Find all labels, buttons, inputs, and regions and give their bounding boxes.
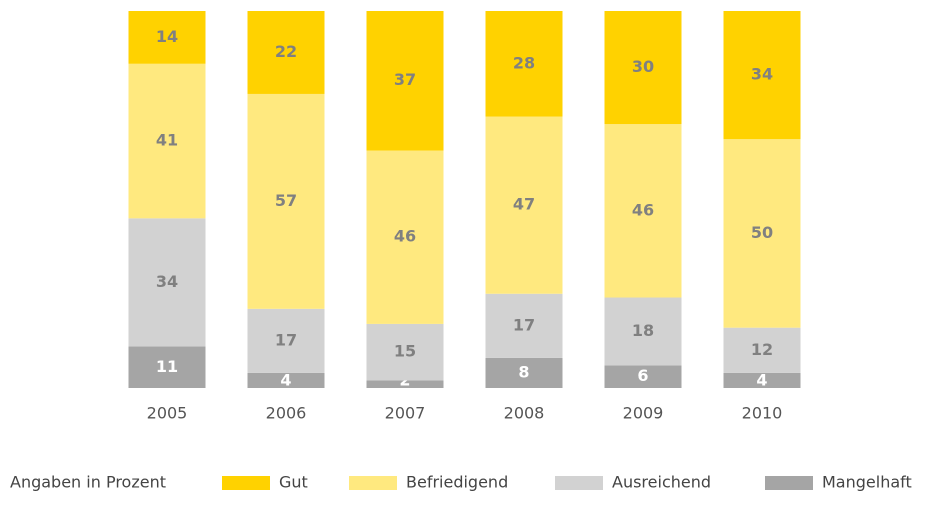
bar-segment <box>485 116 563 294</box>
value-label: 4 <box>756 371 767 390</box>
x-tick-label: 2010 <box>742 404 783 423</box>
value-label: 15 <box>394 342 416 361</box>
legend-swatch <box>765 476 813 490</box>
bar-segment <box>723 11 801 140</box>
value-label: 6 <box>637 366 648 385</box>
legend-label: Gut <box>279 473 308 492</box>
legend-label: Befriedigend <box>406 473 508 492</box>
value-label: 12 <box>751 340 773 359</box>
value-label: 30 <box>632 57 654 76</box>
value-label: 47 <box>513 195 535 214</box>
value-label: 46 <box>394 227 416 246</box>
bar-segment <box>128 218 206 347</box>
value-label: 18 <box>632 321 654 340</box>
value-label: 11 <box>156 357 178 376</box>
bar-segment <box>723 372 801 388</box>
value-label: 34 <box>156 272 178 291</box>
legend-label: Ausreichend <box>612 473 711 492</box>
bar-segment <box>128 63 206 219</box>
value-label: 4 <box>280 371 291 390</box>
value-label: 46 <box>632 200 654 219</box>
value-label: 37 <box>394 70 416 89</box>
legend-swatch <box>555 476 603 490</box>
value-label: 41 <box>156 131 178 150</box>
bar-segment <box>366 150 444 324</box>
bar-segment <box>128 346 206 388</box>
bar-segment <box>485 357 563 388</box>
bar-segment <box>485 293 563 358</box>
value-label: 17 <box>275 330 297 349</box>
bar-segment <box>604 124 682 298</box>
bar-segment <box>128 11 206 64</box>
value-label: 34 <box>751 65 773 84</box>
legend-label: Mangelhaft <box>822 473 912 492</box>
value-label: 50 <box>751 223 773 242</box>
legend-swatch <box>222 476 270 490</box>
bar-segment <box>604 297 682 366</box>
x-tick-label: 2005 <box>147 404 188 423</box>
value-label: 22 <box>275 42 297 61</box>
x-tick-label: 2007 <box>385 404 426 423</box>
legend-swatch <box>349 476 397 490</box>
bar-segment <box>604 11 682 125</box>
bar-segment <box>366 380 444 388</box>
bar-segment <box>247 11 325 94</box>
value-label: 14 <box>156 27 178 46</box>
x-tick-label: 2006 <box>266 404 307 423</box>
bar-segment <box>723 327 801 373</box>
bar-segment <box>604 365 682 388</box>
bar-segment <box>485 11 563 117</box>
bar-segment <box>247 372 325 388</box>
bar-segment <box>366 11 444 151</box>
bar-segment <box>247 308 325 373</box>
bar-segment <box>247 93 325 309</box>
value-label: 17 <box>513 315 535 334</box>
bar-segment <box>723 139 801 328</box>
x-tick-label: 2008 <box>504 404 545 423</box>
value-label: 28 <box>513 53 535 72</box>
bar-segment <box>366 323 444 381</box>
note: Angaben in Prozent <box>10 473 166 492</box>
value-label: 8 <box>518 362 529 381</box>
x-tick-label: 2009 <box>623 404 664 423</box>
value-label: 57 <box>275 191 297 210</box>
